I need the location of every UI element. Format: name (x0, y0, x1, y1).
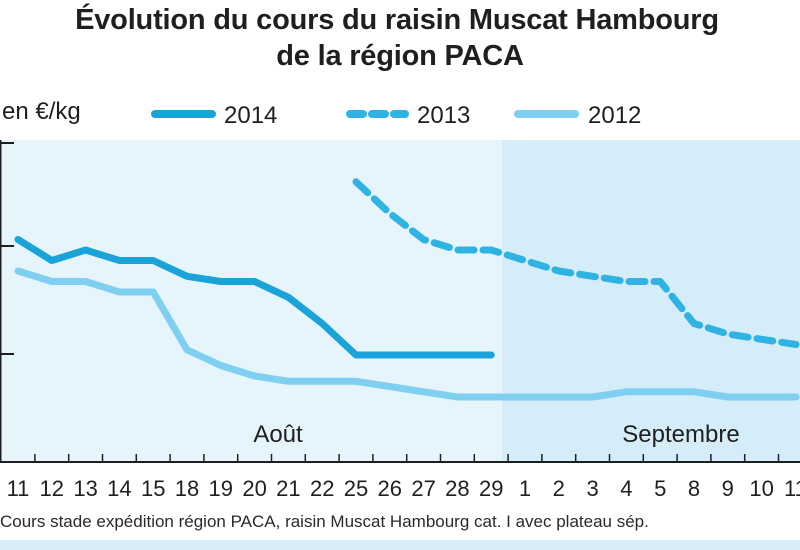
x-tick-label: 9 (722, 476, 734, 501)
chart-title-line2: de la région PACA (276, 40, 524, 72)
x-tick-label: 2 (553, 476, 565, 501)
chart-title-line1: Évolution du cours du raisin Muscat Hamb… (75, 4, 719, 36)
x-tick-label: 22 (310, 476, 334, 501)
x-tick-label: 5 (654, 476, 666, 501)
x-tick-label: 11 (784, 476, 800, 501)
x-tick-label: 29 (479, 476, 503, 501)
x-tick-label: 25 (344, 476, 368, 501)
x-tick-label: 11 (7, 476, 30, 501)
x-tick-label: 3 (586, 476, 598, 501)
legend-label-2012: 2012 (588, 102, 641, 129)
x-tick-label: 27 (411, 476, 435, 501)
month-label-septembre: Septembre (622, 421, 739, 448)
chart-title: Évolution du cours du raisin Muscat Hamb… (0, 0, 800, 76)
series-line-2013 (352, 178, 800, 348)
bottom-band (0, 540, 800, 550)
series-line-2012 (14, 267, 800, 401)
legend-label-2014: 2014 (224, 102, 277, 129)
month-label-aout: Août (253, 421, 303, 448)
x-tick-label: 12 (40, 476, 64, 501)
x-tick-label: 4 (620, 476, 632, 501)
month-band-aout (0, 140, 503, 462)
legend-label-2013: 2013 (417, 102, 470, 129)
x-tick-label: 14 (107, 476, 131, 501)
x-tick-label: 19 (209, 476, 233, 501)
x-tick-label: 1 (519, 476, 531, 501)
y-unit-label: en €/kg (2, 98, 81, 125)
x-tick-label: 15 (141, 476, 165, 501)
x-tick-label: 28 (445, 476, 469, 501)
series-line-2014 (14, 236, 495, 359)
x-tick-label: 10 (749, 476, 773, 501)
footnote: Cours stade expédition région PACA, rais… (0, 512, 649, 531)
x-tick-label: 13 (73, 476, 97, 501)
x-tick-label: 8 (688, 476, 700, 501)
x-tick-label: 18 (175, 476, 199, 501)
line-chart: 11 12 13 14 15 18 19 20 21 22 25 26 27 28 29 1 2 3 4 5 8 9 10 1… (0, 102, 800, 501)
x-tick-label: 26 (378, 476, 402, 501)
month-band-septembre (502, 140, 800, 462)
x-tick-label: 20 (242, 476, 266, 501)
x-tick-label: 21 (276, 476, 300, 501)
